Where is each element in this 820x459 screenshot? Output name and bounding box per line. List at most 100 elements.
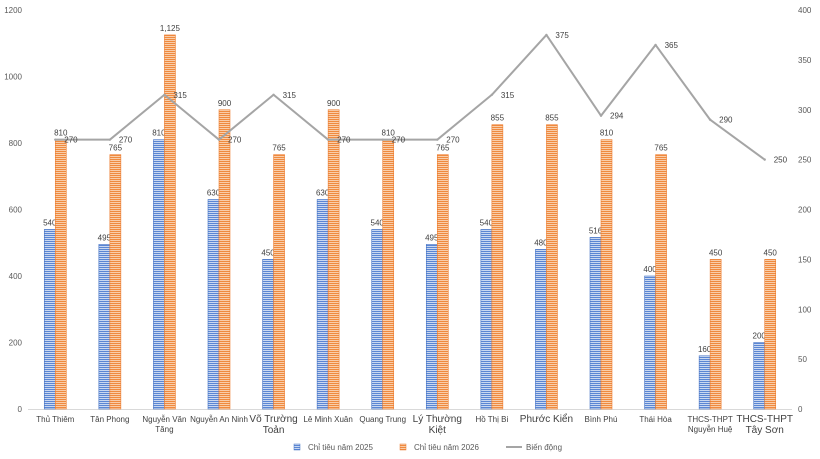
- bar-data-label: 900: [218, 99, 232, 108]
- bar-2026: [546, 124, 558, 410]
- bar-data-label: 540: [371, 218, 385, 227]
- line-data-label: 270: [337, 136, 351, 145]
- legend: Chỉ tiêu năm 2025 Chỉ tiêu năm 2026 Biến đ…: [293, 443, 562, 452]
- category-label: THCS-THPT: [736, 414, 793, 425]
- bar-data-label: 810: [54, 129, 68, 138]
- category-label: Thái Hòa: [639, 415, 672, 424]
- category-label: Hồ Thị Bi: [475, 415, 508, 424]
- bar-2026: [273, 154, 285, 410]
- bar-data-label: 450: [261, 248, 275, 257]
- bar-2025: [98, 244, 111, 410]
- line-point: [599, 114, 603, 117]
- y-left-tick-label: 0: [18, 405, 23, 414]
- bar-data-label: 480: [534, 238, 548, 247]
- y-right-tick-label: 100: [798, 305, 812, 314]
- category-label: Nguyễn Huệ: [688, 425, 733, 434]
- bar-2025: [698, 355, 711, 410]
- bar-2026: [164, 34, 176, 410]
- bar-2025: [153, 139, 165, 410]
- bar-data-label: 900: [327, 99, 341, 108]
- y-right-tick-label: 0: [798, 405, 803, 414]
- bar-data-label: 810: [382, 129, 396, 138]
- category-label: THCS-THPT: [687, 415, 732, 424]
- bar-data-label: 810: [600, 129, 614, 138]
- line-point: [763, 158, 766, 161]
- bar-2026: [54, 139, 67, 410]
- bar-2025: [43, 229, 56, 410]
- bar-2026: [709, 259, 722, 410]
- line-data-label: 294: [610, 112, 624, 121]
- bar-2026: [655, 154, 667, 410]
- category-label: Nguyễn An Ninh: [190, 415, 248, 424]
- category-label: Tăng: [155, 425, 173, 434]
- legend-swatch: [399, 443, 407, 451]
- y-right-tick-label: 150: [798, 255, 812, 264]
- line-data-label: 270: [119, 136, 133, 145]
- line-data-label: 315: [501, 91, 515, 100]
- bar-data-label: 765: [436, 144, 450, 153]
- line-data-label: 270: [392, 136, 406, 145]
- y-right-tick-label: 350: [798, 56, 812, 65]
- bar-2025: [207, 199, 220, 410]
- category-label: Phước Kiển: [520, 413, 573, 425]
- y-right-tick-label: 400: [798, 6, 812, 15]
- legend-label: Chỉ tiêu năm 2026: [414, 443, 479, 452]
- bar-data-label: 765: [272, 144, 286, 153]
- bar-data-label: 495: [425, 233, 439, 242]
- line-point: [490, 93, 494, 96]
- bar-2025: [316, 199, 329, 410]
- bar-2025: [480, 229, 493, 410]
- legend-label: Biến động: [526, 443, 562, 452]
- y-right-tick-label: 300: [798, 106, 812, 115]
- category-label: Lý Thường: [413, 414, 462, 425]
- bar-2025: [371, 229, 384, 410]
- y-right-tick-label: 50: [798, 355, 807, 364]
- line-point: [708, 118, 712, 121]
- bar-data-label: 400: [643, 265, 657, 274]
- line-data-label: 365: [665, 41, 679, 50]
- bar-2026: [218, 109, 231, 410]
- bar-2026: [436, 154, 449, 410]
- line-point: [654, 43, 657, 47]
- bar-data-label: 160: [698, 345, 712, 354]
- bar-2026: [327, 109, 340, 410]
- y-left-tick-label: 600: [9, 206, 23, 215]
- bar-2026: [600, 139, 613, 410]
- bar-data-label: 765: [654, 144, 668, 153]
- y-right-tick-label: 250: [798, 156, 812, 165]
- line-point: [163, 93, 166, 96]
- category-label: Bình Phú: [585, 415, 618, 424]
- category-label: Tân Phong: [90, 415, 129, 424]
- line-point: [545, 33, 548, 37]
- category-label: Tây Sơn: [746, 425, 784, 436]
- bar-2026: [764, 259, 777, 410]
- category-label: Thủ Thiêm: [36, 415, 74, 424]
- bar-2025: [262, 259, 274, 410]
- bar-data-label: 450: [764, 248, 778, 257]
- bar-2025: [644, 275, 656, 410]
- line-bien-dong: [55, 33, 766, 161]
- category-label: Quang Trung: [359, 415, 406, 424]
- bar-data-label: 450: [709, 248, 723, 257]
- line-point: [54, 138, 57, 141]
- line-data-label: 315: [283, 91, 297, 100]
- legend-label: Chỉ tiêu năm 2025: [308, 443, 373, 452]
- line-point: [326, 138, 330, 141]
- bar-data-label: 810: [152, 129, 166, 138]
- line-point: [381, 138, 384, 141]
- bar-2025: [535, 249, 547, 410]
- category-label: Toản: [263, 425, 285, 436]
- category-label: Lê Minh Xuân: [303, 415, 352, 424]
- line-data-label: 375: [555, 31, 569, 40]
- line-data-label: 270: [228, 136, 242, 145]
- line-data-label: 270: [64, 136, 78, 145]
- bar-2025: [589, 237, 602, 410]
- bar-data-label: 540: [480, 218, 494, 227]
- plot-area: 0 200 400 600 800 1000 1200 0 50 100 150 200 250 300 3…: [4, 6, 812, 436]
- y-right-tick-label: 200: [798, 206, 812, 215]
- category-label: Nguyễn Văn: [142, 415, 186, 424]
- bar-data-label: 765: [109, 144, 123, 153]
- y-left-tick-label: 800: [9, 139, 23, 148]
- bar-data-label: 630: [207, 189, 221, 198]
